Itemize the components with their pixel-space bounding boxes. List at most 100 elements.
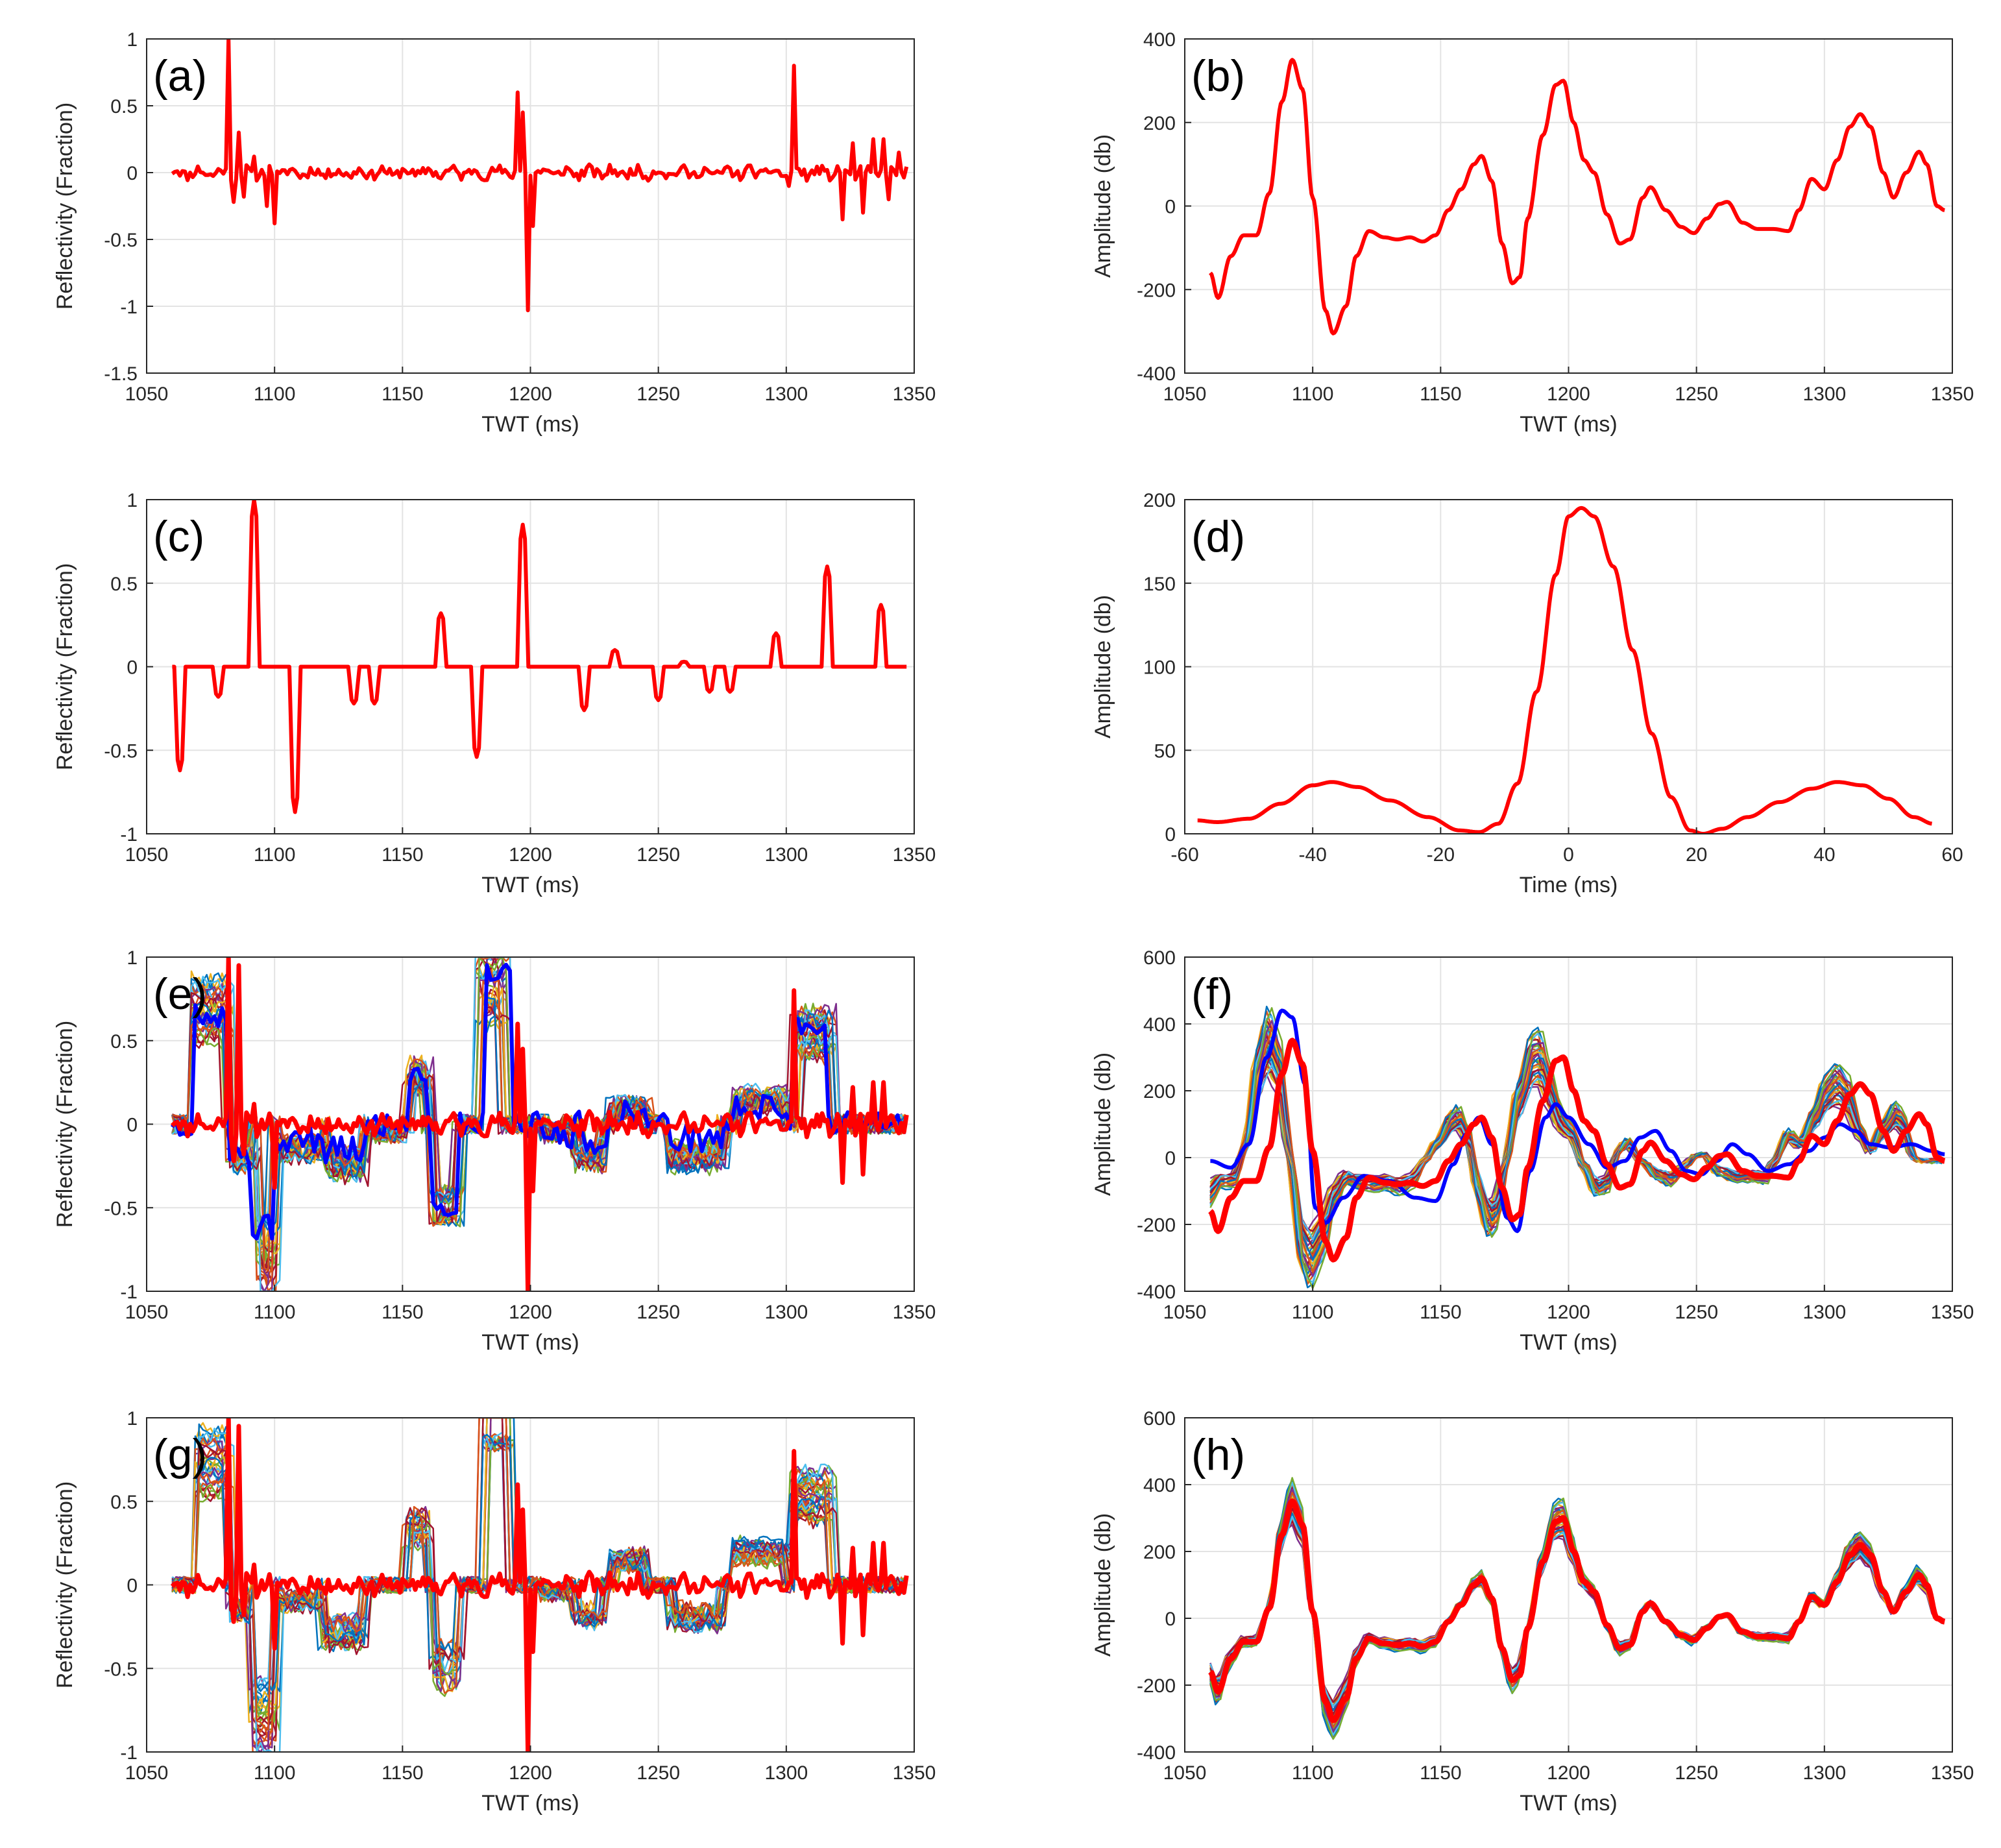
y-tick-label: -1 bbox=[120, 1282, 138, 1303]
y-tick-label: -1 bbox=[120, 824, 138, 845]
x-tick-label: 0 bbox=[1563, 844, 1574, 866]
x-tick-label: 1150 bbox=[382, 1762, 424, 1784]
y-axis-label: Amplitude (db) bbox=[1091, 595, 1115, 738]
panel-label: (h) bbox=[1191, 1430, 1245, 1479]
y-tick-label: 200 bbox=[1143, 490, 1176, 511]
y-tick-label: 200 bbox=[1143, 1542, 1176, 1563]
y-tick-label: -400 bbox=[1137, 1742, 1176, 1764]
y-tick-label: 0.5 bbox=[110, 96, 138, 117]
y-tick-label: -0.5 bbox=[104, 1198, 138, 1219]
x-tick-label: -40 bbox=[1298, 844, 1326, 866]
y-tick-label: -400 bbox=[1137, 363, 1176, 385]
y-axis-label: Reflectivity (Fraction) bbox=[53, 1021, 77, 1228]
x-tick-label: 1050 bbox=[1163, 383, 1207, 405]
x-tick-label: 1300 bbox=[1802, 1302, 1846, 1323]
x-tick-label: 1300 bbox=[764, 383, 808, 405]
y-tick-label: -0.5 bbox=[104, 740, 138, 762]
series-line-blue-estimate bbox=[1209, 1008, 1946, 1234]
x-tick-label: 1300 bbox=[764, 1302, 808, 1323]
x-tick-label: 1250 bbox=[637, 844, 680, 866]
series-group bbox=[1209, 58, 1946, 335]
x-tick-label: 1050 bbox=[125, 1762, 169, 1784]
y-tick-label: 0.5 bbox=[110, 574, 138, 595]
x-tick-label: 1050 bbox=[125, 383, 169, 405]
y-tick-label: -200 bbox=[1137, 280, 1176, 301]
x-tick-label: 1300 bbox=[1802, 1762, 1846, 1784]
x-tick-label: 1100 bbox=[254, 383, 296, 405]
series-line-trace bbox=[1209, 58, 1946, 335]
y-tick-label: 0.5 bbox=[110, 1031, 138, 1052]
y-tick-label: -1.5 bbox=[104, 363, 138, 385]
y-tick-label: 0 bbox=[1165, 824, 1176, 845]
y-tick-label: 0 bbox=[127, 163, 138, 184]
series-line-red-true bbox=[1208, 1498, 1946, 1723]
x-tick-label: 1350 bbox=[1931, 1762, 1974, 1784]
x-axis-label: TWT (ms) bbox=[481, 1791, 579, 1816]
y-tick-label: 400 bbox=[1143, 1014, 1176, 1036]
x-tick-label: 1150 bbox=[382, 1302, 424, 1323]
x-tick-label: 1150 bbox=[1420, 1302, 1462, 1323]
y-tick-label: -200 bbox=[1137, 1675, 1176, 1697]
x-tick-label: 1100 bbox=[254, 1302, 296, 1323]
panel-label: (g) bbox=[153, 1430, 207, 1479]
y-tick-label: 1 bbox=[127, 29, 138, 51]
x-tick-label: 1350 bbox=[893, 844, 936, 866]
x-tick-label: 1200 bbox=[1547, 1302, 1590, 1323]
series-group bbox=[170, 957, 909, 1291]
x-tick-label: 1250 bbox=[637, 1302, 680, 1323]
y-tick-label: -0.5 bbox=[104, 1659, 138, 1680]
x-axis-label: TWT (ms) bbox=[1520, 412, 1617, 437]
y-tick-label: 0 bbox=[127, 657, 138, 679]
chart-panel-f: 1050 1100 1150 1200 1250 1300 1350 -400 -200 0 200… bbox=[1091, 947, 1974, 1355]
y-tick-label: 150 bbox=[1143, 574, 1176, 595]
y-tick-label: -0.5 bbox=[104, 230, 138, 251]
y-tick-label: -200 bbox=[1137, 1215, 1176, 1236]
x-tick-label: 1250 bbox=[1675, 1302, 1718, 1323]
x-tick-label: 1350 bbox=[893, 1762, 936, 1784]
chart-panel-a: 1050 1100 1150 1200 1250 1300 1350 -1.5 -1 -0.5 0 0… bbox=[53, 29, 936, 437]
x-axis-label: TWT (ms) bbox=[481, 873, 579, 897]
x-tick-label: 1100 bbox=[1292, 383, 1334, 405]
x-tick-label: 1200 bbox=[509, 844, 552, 866]
x-tick-label: 1250 bbox=[637, 383, 680, 405]
y-tick-label: 1 bbox=[127, 1408, 138, 1429]
x-tick-label: 1150 bbox=[382, 383, 424, 405]
y-tick-label: 200 bbox=[1143, 113, 1176, 134]
series-line-wavelet bbox=[1196, 505, 1933, 834]
x-tick-label: -20 bbox=[1427, 844, 1455, 866]
x-tick-label: 1050 bbox=[125, 1302, 169, 1323]
panel-label: (f) bbox=[1191, 969, 1233, 1019]
series-line-red-true bbox=[170, 957, 909, 1291]
x-tick-label: 1150 bbox=[1420, 383, 1462, 405]
x-tick-label: 1250 bbox=[637, 1762, 680, 1784]
panel-label: (a) bbox=[153, 51, 207, 101]
y-tick-label: 0 bbox=[1165, 1148, 1176, 1169]
x-tick-label: 1050 bbox=[1163, 1762, 1207, 1784]
x-tick-label: 1100 bbox=[254, 844, 296, 866]
chart-panel-d: -60 -40 -20 0 20 40 60 0 50 100 150 200 Time (ms) Amp… bbox=[1091, 490, 1963, 897]
series-group bbox=[1208, 1477, 1946, 1740]
chart-panel-c: 1050 1100 1150 1200 1250 1300 1350 -1 -0.5 0 0.5 1 T… bbox=[53, 490, 936, 897]
y-tick-label: 0 bbox=[127, 1115, 138, 1136]
series-line-red-true bbox=[170, 1418, 909, 1752]
series-line-reflectivity bbox=[172, 500, 907, 814]
y-tick-label: 0 bbox=[1165, 1609, 1176, 1630]
x-tick-label: 1200 bbox=[1547, 383, 1590, 405]
x-tick-label: 40 bbox=[1813, 844, 1835, 866]
x-tick-label: 1350 bbox=[1931, 383, 1974, 405]
chart-panel-b: 1050 1100 1150 1200 1250 1300 1350 -400 -200 0 200… bbox=[1091, 29, 1974, 437]
y-tick-label: 400 bbox=[1143, 29, 1176, 51]
series-line-reflectivity bbox=[171, 39, 909, 313]
y-tick-label: 100 bbox=[1143, 657, 1176, 679]
series-group bbox=[1208, 1005, 1946, 1289]
x-tick-label: 20 bbox=[1686, 844, 1707, 866]
series-line-red-true bbox=[1208, 1038, 1946, 1263]
x-tick-label: 1050 bbox=[125, 844, 169, 866]
x-tick-label: 1100 bbox=[1292, 1302, 1334, 1323]
y-axis-label: Amplitude (db) bbox=[1091, 134, 1115, 278]
x-tick-label: 1250 bbox=[1675, 1762, 1718, 1784]
y-tick-label: -1 bbox=[120, 1742, 138, 1764]
x-tick-label: 1050 bbox=[1163, 1302, 1207, 1323]
y-tick-label: 400 bbox=[1143, 1475, 1176, 1496]
